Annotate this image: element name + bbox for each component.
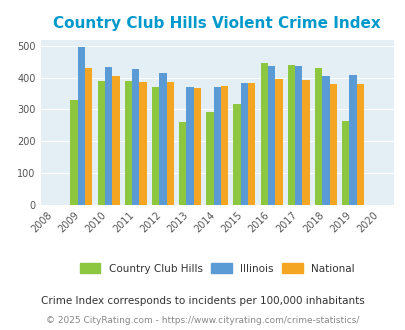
- Bar: [166, 82, 173, 205]
- Bar: [240, 83, 247, 205]
- Bar: [179, 122, 186, 205]
- Bar: [85, 68, 92, 205]
- Bar: [233, 104, 240, 205]
- Bar: [77, 47, 85, 205]
- Bar: [314, 68, 322, 205]
- Text: Crime Index corresponds to incidents per 100,000 inhabitants: Crime Index corresponds to incidents per…: [41, 296, 364, 306]
- Bar: [349, 75, 356, 205]
- Text: © 2025 CityRating.com - https://www.cityrating.com/crime-statistics/: © 2025 CityRating.com - https://www.city…: [46, 316, 359, 325]
- Bar: [247, 83, 255, 205]
- Bar: [206, 112, 213, 205]
- Bar: [356, 84, 363, 205]
- Bar: [124, 82, 132, 205]
- Bar: [294, 66, 302, 205]
- Bar: [186, 86, 193, 205]
- Bar: [193, 88, 200, 205]
- Legend: Country Club Hills, Illinois, National: Country Club Hills, Illinois, National: [75, 259, 358, 278]
- Bar: [329, 84, 336, 205]
- Bar: [97, 81, 104, 205]
- Bar: [341, 120, 349, 205]
- Bar: [220, 86, 228, 205]
- Bar: [104, 67, 112, 205]
- Bar: [260, 63, 267, 205]
- Bar: [132, 69, 139, 205]
- Title: Country Club Hills Violent Crime Index: Country Club Hills Violent Crime Index: [53, 16, 380, 31]
- Bar: [70, 100, 77, 205]
- Bar: [159, 73, 166, 205]
- Bar: [302, 80, 309, 205]
- Bar: [267, 66, 275, 205]
- Bar: [322, 76, 329, 205]
- Bar: [112, 76, 119, 205]
- Bar: [213, 87, 220, 205]
- Bar: [139, 82, 146, 205]
- Bar: [287, 65, 294, 205]
- Bar: [151, 86, 159, 205]
- Bar: [275, 79, 282, 205]
